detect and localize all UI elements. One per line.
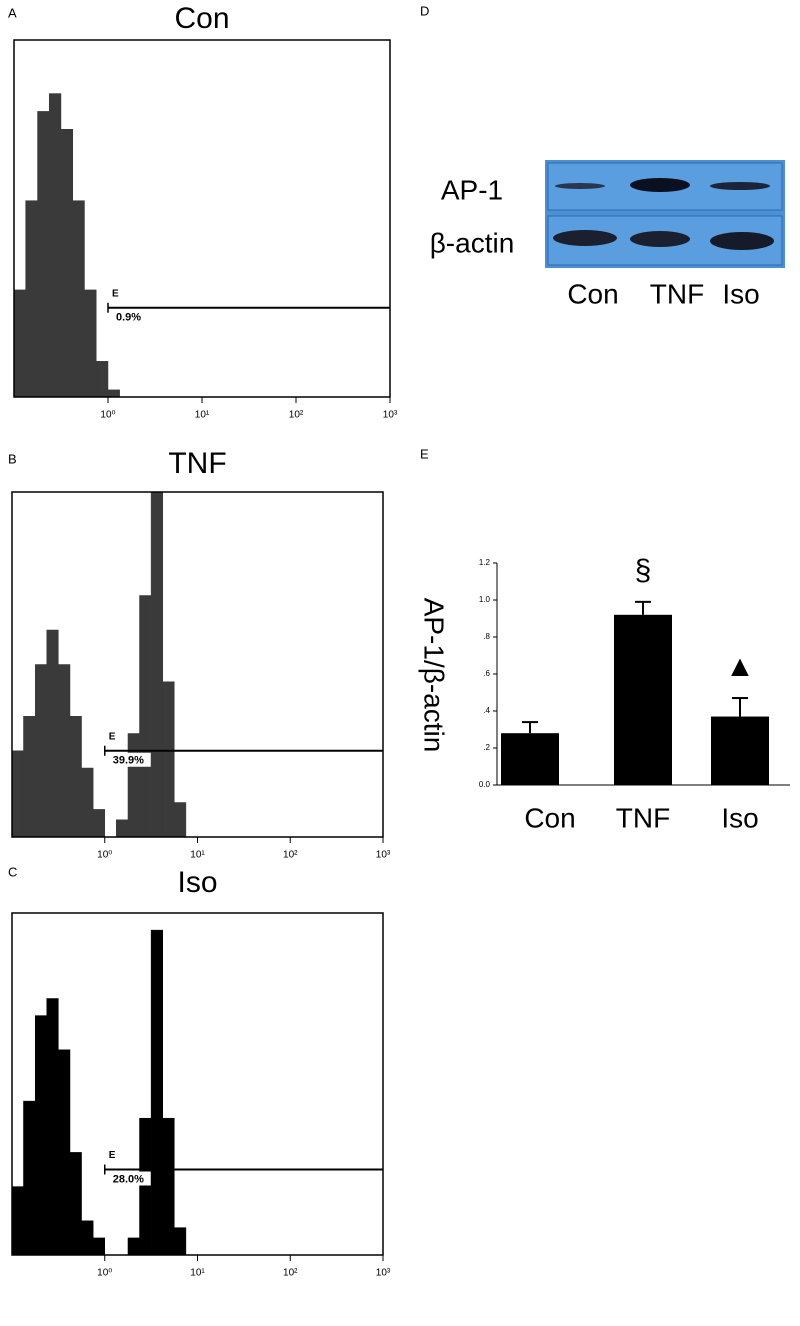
histogram-bar: [174, 1227, 187, 1256]
blot-band: [630, 231, 690, 247]
blot-band: [710, 232, 774, 250]
histogram-bar: [84, 289, 97, 398]
histogram-bar: [162, 1117, 175, 1256]
chart-title: Con: [174, 2, 229, 35]
gate-name: E: [109, 1150, 116, 1161]
gate-label-bg: [112, 309, 154, 324]
blot-lane-label: Con: [567, 278, 618, 309]
blot-row-label: β-actin: [430, 227, 515, 258]
x-tick-label: TNF: [616, 802, 670, 833]
histogram-bar: [92, 809, 106, 838]
x-tick-label: 10¹: [190, 850, 205, 861]
x-tick-label: 10¹: [195, 410, 210, 421]
gate-label-bg: [108, 1171, 151, 1186]
histogram-bar: [34, 1015, 48, 1256]
y-axis-label: AP-1/β-actin: [419, 598, 450, 753]
y-tick-label: .4: [483, 706, 490, 715]
gate-percent: 0.9%: [116, 312, 141, 324]
histogram-bar: [115, 819, 129, 838]
y-tick-label: .2: [483, 743, 490, 752]
x-tick-label: 10²: [283, 850, 298, 861]
bar: [614, 614, 672, 785]
blot-band: [630, 178, 690, 192]
bar: [711, 716, 769, 785]
y-tick-label: .8: [483, 632, 490, 641]
histogram-bar: [150, 929, 163, 1256]
histogram-bar: [127, 1237, 140, 1256]
annotation: §: [635, 554, 652, 587]
histogram-bar: [25, 200, 38, 398]
x-tick-label: 10⁰: [100, 410, 115, 421]
panel-label: D: [420, 3, 429, 18]
blot-band: [555, 183, 605, 189]
histogram-bar: [58, 1049, 71, 1256]
histogram-bar: [139, 595, 152, 838]
histogram-bar: [37, 111, 50, 398]
gate-name: E: [109, 731, 116, 742]
x-tick-label: 10²: [283, 1268, 298, 1279]
y-tick-label: 0.0: [479, 780, 491, 789]
x-tick-label: Con: [524, 802, 575, 833]
gate-name: E: [112, 288, 119, 299]
histogram-bar: [48, 93, 62, 398]
histogram-bar: [72, 200, 85, 398]
histogram-bar: [13, 289, 26, 398]
histogram-bar: [139, 1117, 152, 1256]
blot-lane-label: Iso: [722, 278, 759, 309]
blot-row-label: AP-1: [441, 174, 503, 205]
histogram-bar: [46, 629, 59, 838]
histogram-bar: [174, 802, 187, 838]
histogram-bar: [81, 767, 94, 838]
histogram-bar: [107, 389, 120, 398]
x-tick-label: 10³: [383, 410, 398, 421]
histogram-bar: [23, 716, 36, 838]
histogram-bar: [96, 361, 109, 398]
histogram-bar: [150, 491, 163, 838]
chart-title: Iso: [177, 866, 217, 899]
histogram-bar: [58, 664, 71, 838]
panel-label: B: [8, 451, 17, 466]
bar: [501, 733, 559, 785]
x-tick-label: 10³: [376, 1268, 391, 1279]
histogram-bar: [69, 1152, 82, 1256]
x-tick-label: 10³: [376, 850, 391, 861]
histogram-bar: [11, 1186, 24, 1256]
panel-label: E: [420, 446, 429, 461]
histogram-bar: [34, 664, 48, 838]
panel-label: C: [8, 864, 17, 879]
y-tick-label: 1.2: [479, 558, 491, 567]
histogram-bar: [127, 733, 140, 838]
y-tick-label: .6: [483, 669, 490, 678]
histogram-bar: [69, 716, 82, 838]
x-tick-label: 10²: [289, 410, 304, 421]
blot-band: [553, 230, 617, 246]
annotation: ▲: [725, 650, 755, 683]
histogram-bar: [11, 750, 24, 838]
gate-percent: 39.9%: [113, 755, 144, 767]
histogram-bar: [46, 998, 59, 1256]
x-tick-label: Iso: [721, 802, 758, 833]
chart-title: TNF: [168, 447, 226, 480]
histogram-bar: [60, 129, 74, 398]
panel-label: A: [8, 5, 17, 20]
gate-label-bg: [108, 752, 151, 767]
blot-band: [710, 182, 770, 190]
x-tick-label: 10⁰: [97, 1268, 112, 1279]
gate-percent: 28.0%: [113, 1173, 144, 1185]
blot-lane-label: TNF: [650, 278, 704, 309]
y-tick-label: 1.0: [479, 595, 491, 604]
histogram-bar: [23, 1100, 36, 1256]
histogram-bar: [92, 1237, 106, 1256]
histogram-bar: [162, 681, 175, 838]
histogram-bar: [81, 1220, 94, 1256]
x-tick-label: 10⁰: [97, 850, 112, 861]
x-tick-label: 10¹: [190, 1268, 205, 1279]
